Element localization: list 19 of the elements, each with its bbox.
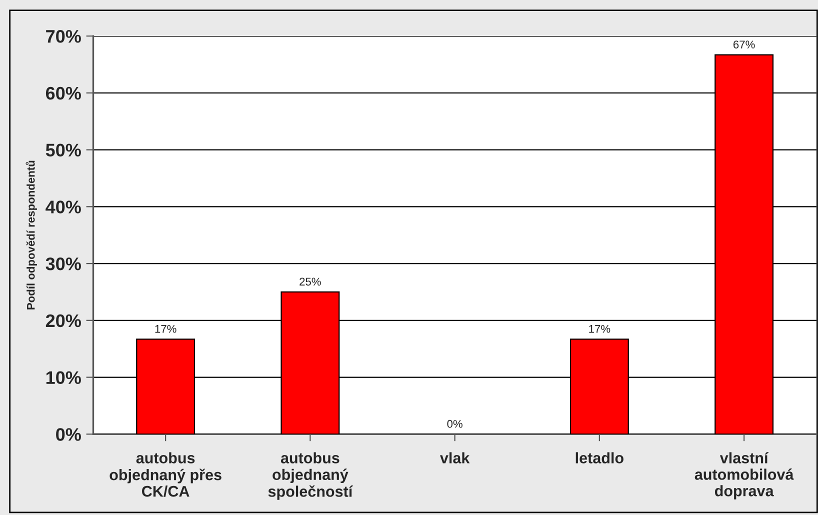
- x-tick-label: autobus objednaný přes CK/CA: [110, 452, 222, 497]
- y-tick-label: 50%: [46, 144, 81, 157]
- x-tick-label: letadlo: [576, 452, 624, 464]
- y-tick-label: 20%: [46, 314, 81, 328]
- x-tick-label: vlastní automobilová doprava: [694, 452, 794, 500]
- data-label: 17%: [155, 324, 176, 333]
- data-label: 25%: [300, 278, 321, 286]
- y-tick-label: 10%: [46, 371, 81, 384]
- x-tick-label: autobus objednaný společností: [268, 452, 354, 500]
- y-tick-label: 70%: [46, 30, 81, 43]
- y-tick-label: 0%: [56, 428, 81, 441]
- y-tick-label: 30%: [46, 257, 81, 270]
- y-axis-title: Podíl odpovědí respondentů: [26, 160, 37, 310]
- y-tick-label: 60%: [46, 86, 81, 100]
- x-tick-label: vlak: [440, 452, 470, 464]
- y-tick-label: 40%: [46, 200, 81, 214]
- data-label: 17%: [589, 324, 610, 333]
- data-label: 67%: [734, 40, 755, 48]
- data-label: 0%: [447, 420, 462, 428]
